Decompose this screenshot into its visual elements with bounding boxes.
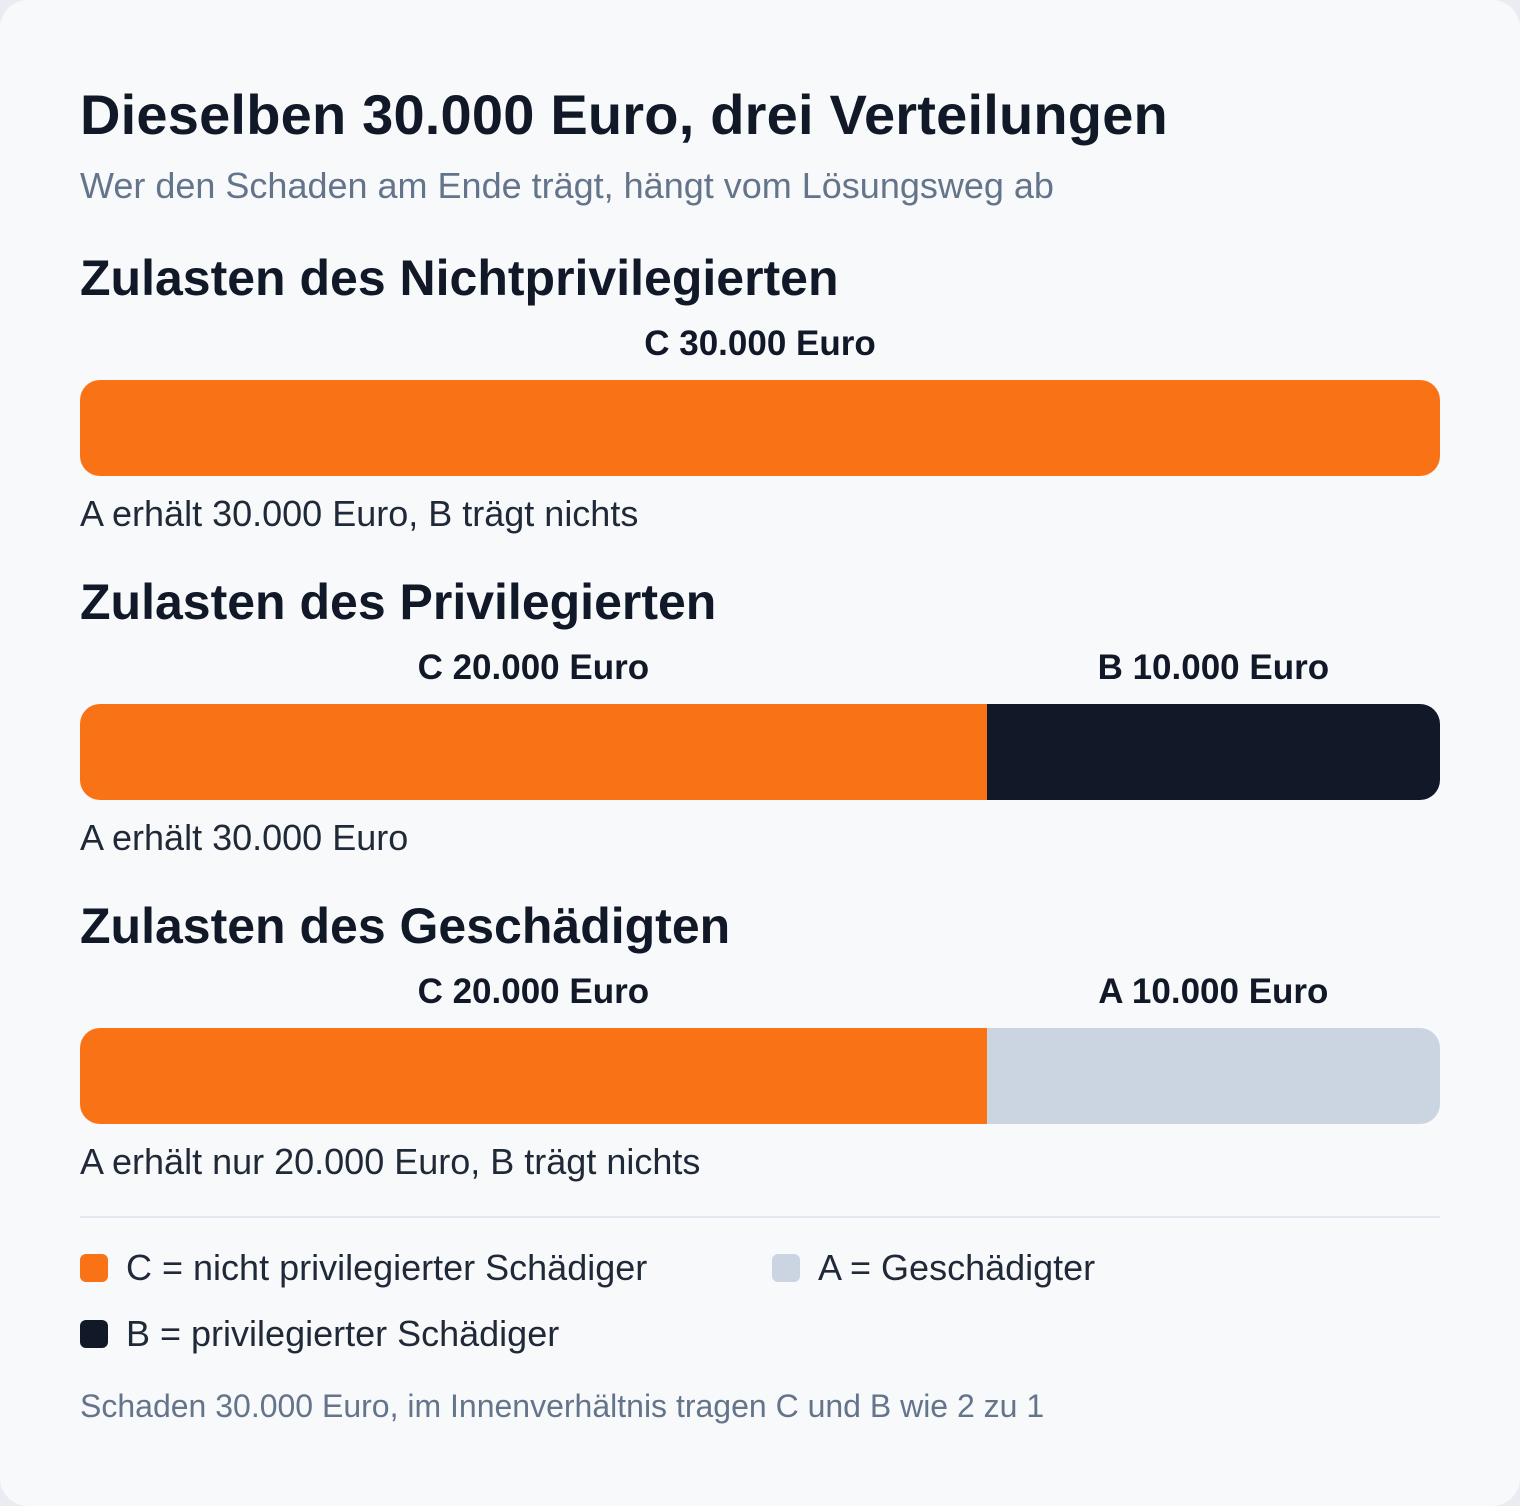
scenario-note-2: A erhält 30.000 Euro <box>80 817 409 858</box>
bar-segment-c <box>80 704 987 800</box>
chart-subtitle: Wer den Schaden am Ende trägt, hängt vom… <box>80 165 1054 206</box>
chart-footnote: Schaden 30.000 Euro, im Innenverhältnis … <box>80 1388 1045 1424</box>
bar-segment-b <box>986 704 1440 800</box>
segment-label-c: C 30.000 Euro <box>644 324 876 363</box>
stacked-bar-2 <box>80 704 1440 800</box>
stacked-bar-1 <box>80 380 1440 476</box>
bar-segment-a <box>986 1028 1440 1124</box>
legend-label-b: B = privilegierter Schädiger <box>126 1313 560 1354</box>
legend-swatch-c <box>80 1254 108 1282</box>
legend-item-b: B = privilegierter Schädiger <box>80 1312 559 1356</box>
bar-segment-c <box>80 1028 987 1124</box>
scenario-note-3: A erhält nur 20.000 Euro, B trägt nichts <box>80 1141 701 1182</box>
legend-label-a: A = Geschädigter <box>818 1247 1096 1288</box>
legend-swatch-b <box>80 1320 108 1348</box>
legend-item-a: A = Geschädigter <box>772 1246 1095 1290</box>
scenario-title-2: Zulasten des Privilegierten <box>80 574 717 630</box>
scenario-title-1: Zulasten des Nichtprivilegierten <box>80 250 839 306</box>
chart-title: Dieselben 30.000 Euro, drei Verteilungen <box>80 83 1168 146</box>
legend-swatch-a <box>772 1254 800 1282</box>
segment-label-c: C 20.000 Euro <box>417 972 650 1011</box>
segment-label-b: B 10.000 Euro <box>1097 648 1330 687</box>
scenario-title-3: Zulasten des Geschädigten <box>80 898 731 954</box>
legend-item-c: C = nicht privilegierter Schädiger <box>80 1246 647 1290</box>
bar-segment-c <box>80 380 1440 476</box>
stacked-bar-3 <box>80 1028 1440 1124</box>
legend-label-c: C = nicht privilegierter Schädiger <box>126 1247 648 1288</box>
legend-divider <box>80 1216 1440 1218</box>
segment-label-c: C 20.000 Euro <box>417 648 650 687</box>
segment-label-a: A 10.000 Euro <box>1098 972 1329 1011</box>
scenario-note-1: A erhält 30.000 Euro, B trägt nichts <box>80 493 639 534</box>
